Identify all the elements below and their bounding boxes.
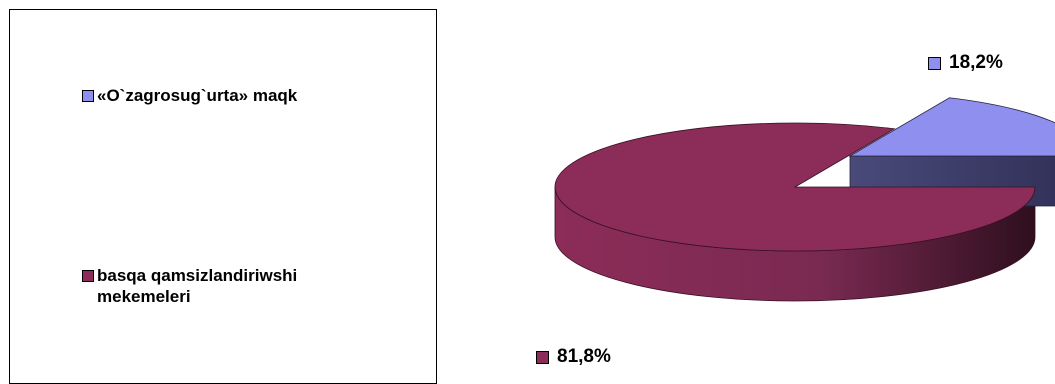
data-label-1: 81,8%	[536, 346, 611, 368]
pie-chart	[554, 97, 1055, 302]
legend-item-basqa: basqa qamsizlandiriwshi mekemeleri	[82, 265, 337, 307]
legend-swatch-icon	[82, 270, 94, 282]
data-label-swatch-icon	[536, 350, 549, 364]
data-label-0: 18,2%	[928, 52, 1003, 74]
pie-slice-1-top	[554, 122, 1036, 252]
legend-item-ozagrosugurta: «O`zagrosug`urta» maqk	[82, 85, 297, 106]
data-label-swatch-icon	[928, 56, 941, 70]
data-label-text: 81,8%	[557, 346, 611, 367]
data-label-text: 18,2%	[949, 52, 1003, 73]
legend-swatch-icon	[82, 90, 94, 102]
chart-legend: «O`zagrosug`urta» maqk basqa qamsizlandi…	[9, 9, 437, 384]
pie-slice-0-top	[848, 97, 1055, 157]
legend-label: basqa qamsizlandiriwshi mekemeleri	[97, 266, 298, 306]
legend-label: «O`zagrosug`urta» maqk	[97, 86, 298, 105]
